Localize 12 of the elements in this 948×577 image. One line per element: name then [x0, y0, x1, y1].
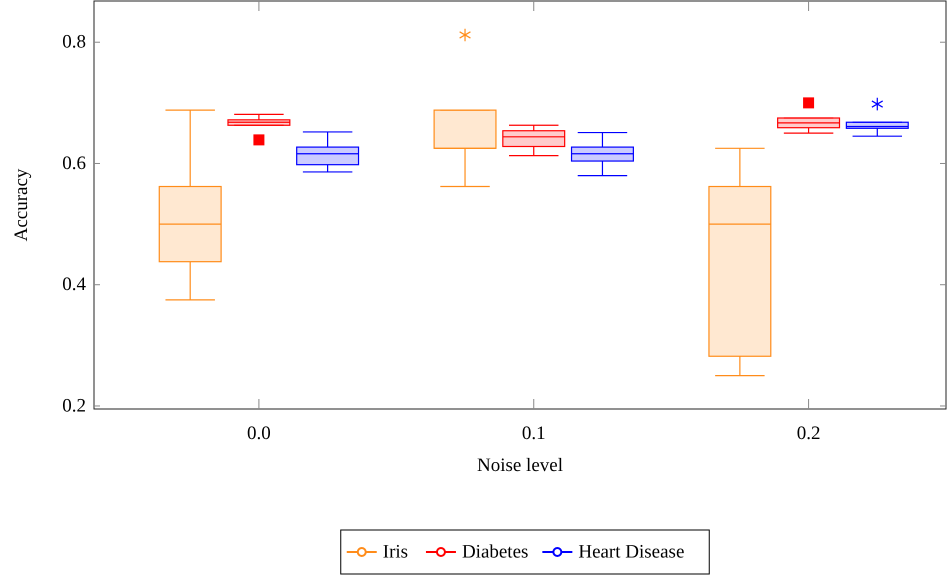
y-tick-label: 0.4 — [62, 274, 86, 296]
x-axis-title: Noise level — [476, 455, 564, 476]
y-tick-label: 0.2 — [62, 395, 86, 416]
x-tick-label: 0.1 — [522, 423, 546, 444]
y-axis-title: Accuracy — [11, 168, 32, 242]
y-tick-label: 0.6 — [62, 152, 86, 174]
legend-label: Iris — [382, 542, 408, 562]
legend-label: Heart Disease — [578, 542, 684, 562]
y-tick-label: 0.8 — [62, 32, 86, 53]
x-tick-label: 0.0 — [247, 423, 271, 444]
legend-label: Diabetes — [462, 542, 528, 562]
x-tick-label: 0.2 — [796, 423, 820, 444]
